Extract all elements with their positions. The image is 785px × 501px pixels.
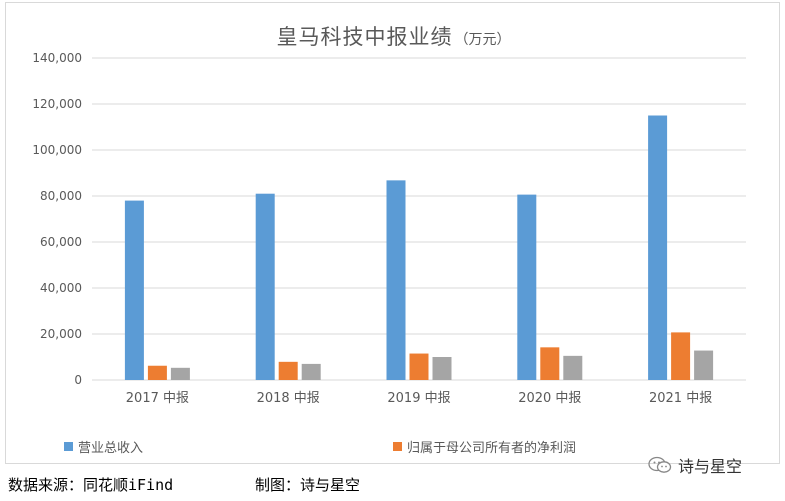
legend-item-net-profit: 归属于母公司所有者的净利润 — [393, 437, 576, 456]
bar-series1 — [517, 194, 537, 380]
data-source-note: 数据来源：同花顺iFind — [8, 476, 174, 494]
y-tick-label: 40,000 — [40, 281, 82, 295]
chart-title-unit: （万元） — [454, 32, 511, 48]
legend-swatch-revenue — [64, 442, 73, 451]
y-tick-label: 100,000 — [32, 143, 82, 157]
bar-series1 — [386, 180, 406, 380]
y-tick-label: 140,000 — [32, 51, 82, 65]
bar-series2 — [540, 347, 560, 380]
bar-series3 — [694, 350, 714, 380]
y-tick-label: 20,000 — [40, 327, 82, 341]
bar-series3 — [301, 363, 321, 380]
legend-label-net-profit: 归属于母公司所有者的净利润 — [407, 441, 577, 456]
x-tick-label: 2019 中报 — [387, 391, 450, 406]
y-tick-label: 120,000 — [32, 97, 82, 111]
chart-title: 皇马科技中报业绩 （万元） — [6, 21, 781, 51]
x-tick-label: 2021 中报 — [649, 391, 712, 406]
bar-series1 — [255, 193, 275, 380]
y-tick-label: 60,000 — [40, 235, 82, 249]
legend-item-revenue: 营业总收入 — [64, 437, 143, 456]
x-tick-label: 2018 中报 — [257, 391, 320, 406]
legend-label-revenue: 营业总收入 — [78, 441, 144, 456]
wechat-icon — [648, 456, 672, 473]
bar-series1 — [648, 115, 668, 380]
bar-series2 — [278, 361, 298, 380]
bar-series3 — [432, 357, 452, 380]
bar-series3 — [170, 367, 190, 380]
x-tick-label: 2020 中报 — [518, 391, 581, 406]
brand-name: 诗与星空 — [678, 457, 743, 476]
x-tick-label: 2017 中报 — [126, 391, 189, 406]
bar-series2 — [147, 365, 167, 380]
y-tick-label: 80,000 — [40, 189, 82, 203]
chart-title-main: 皇马科技中报业绩 — [276, 25, 453, 49]
bar-series1 — [124, 200, 144, 380]
brand-watermark: 诗与星空 — [648, 453, 742, 477]
bar-series3 — [563, 355, 583, 380]
y-tick-label: 0 — [74, 373, 82, 387]
bar-series2 — [409, 353, 429, 380]
legend-swatch-net-profit — [393, 442, 402, 451]
bar-series2 — [671, 332, 691, 380]
chart-credit: 制图：诗与星空 — [255, 476, 361, 494]
